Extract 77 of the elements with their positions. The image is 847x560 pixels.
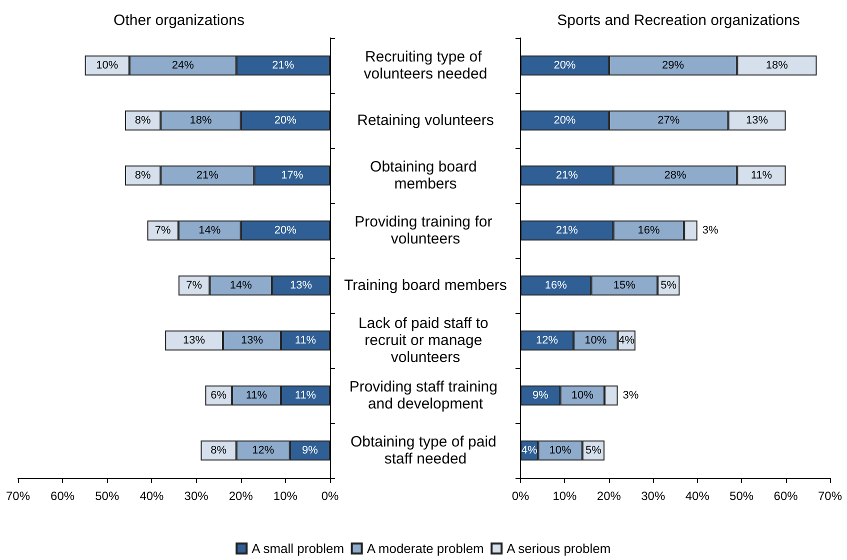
x-tick-label: 60% xyxy=(774,489,798,503)
data-label: 13% xyxy=(746,114,768,126)
chart-title: Sports and Recreation organizations xyxy=(557,12,800,29)
y-tick-label: Obtaining type of paid staff needed xyxy=(350,434,501,468)
data-label: 20% xyxy=(554,60,576,72)
x-tick-label: 30% xyxy=(184,489,209,503)
data-label: 18% xyxy=(190,114,212,126)
data-label: 21% xyxy=(556,224,578,236)
y-tick-label: Providing staff training and development xyxy=(349,378,502,412)
data-label: 9% xyxy=(532,390,549,402)
y-tick-label: Recruiting type of volunteers needed xyxy=(364,48,488,82)
x-tick-label: 70% xyxy=(6,489,30,503)
legend-label: A moderate problem xyxy=(366,541,484,556)
x-tick-label: 70% xyxy=(818,489,842,503)
data-label: 8% xyxy=(134,170,151,182)
data-label: 13% xyxy=(240,334,264,346)
data-label: 10% xyxy=(96,60,118,72)
y-tick-label: Lack of paid staff to recruit or manage volunteers xyxy=(358,315,492,366)
x-tick-label: 60% xyxy=(50,489,75,503)
data-label: 10% xyxy=(584,334,607,346)
y-tick-label: Training board members xyxy=(344,277,507,294)
data-label: 5% xyxy=(586,444,602,456)
data-label: 28% xyxy=(664,170,686,182)
data-label: 21% xyxy=(272,60,294,72)
legend-label: A serious problem xyxy=(506,541,611,556)
x-tick-label: 30% xyxy=(641,489,666,503)
data-label: 13% xyxy=(290,280,312,292)
x-tick-label: 50% xyxy=(95,489,120,503)
y-tick-label: Obtaining board members xyxy=(370,158,481,192)
data-label: 7% xyxy=(186,280,202,292)
x-tick-label: 10% xyxy=(273,489,298,503)
data-label: 10% xyxy=(549,444,572,456)
data-label: 17% xyxy=(281,170,304,182)
data-label: 15% xyxy=(613,280,636,292)
data-label: 24% xyxy=(172,60,194,72)
data-label: 20% xyxy=(554,114,576,126)
chart-title: Other organizations xyxy=(114,12,244,29)
data-label: 16% xyxy=(544,280,568,292)
y-tick-label: Retaining volunteers xyxy=(357,112,494,129)
data-label: 9% xyxy=(302,444,318,456)
data-label: 13% xyxy=(183,334,206,346)
data-label: 20% xyxy=(274,114,297,126)
x-tick-label: 10% xyxy=(552,489,578,503)
data-label: 21% xyxy=(196,170,219,182)
data-label: 18% xyxy=(766,60,788,72)
x-tick-label: 0% xyxy=(512,489,530,503)
data-label: 20% xyxy=(274,224,297,236)
legend-label: A small problem xyxy=(252,541,344,556)
data-label: 5% xyxy=(660,280,677,292)
data-label: 10% xyxy=(571,390,594,402)
data-label: 3% xyxy=(622,390,639,402)
data-label: 14% xyxy=(230,280,252,292)
x-tick-label: 20% xyxy=(228,489,254,503)
x-tick-label: 50% xyxy=(730,489,754,503)
data-label: 6% xyxy=(210,390,227,402)
data-label: 12% xyxy=(252,444,274,456)
data-label: 14% xyxy=(198,224,221,236)
data-label: 29% xyxy=(662,60,684,72)
data-label: 4% xyxy=(521,444,538,456)
data-label: 27% xyxy=(658,114,680,126)
data-label: 11% xyxy=(294,390,316,402)
x-tick-label: 20% xyxy=(596,489,622,503)
x-tick-label: 0% xyxy=(321,489,339,503)
data-label: 8% xyxy=(210,444,227,456)
data-label: 11% xyxy=(750,170,772,182)
x-tick-label: 40% xyxy=(685,489,710,503)
data-label: 3% xyxy=(702,224,718,236)
data-label: 12% xyxy=(536,334,558,346)
data-label: 11% xyxy=(246,390,268,402)
data-label: 16% xyxy=(638,224,660,236)
x-tick-label: 40% xyxy=(140,489,164,503)
data-label: 21% xyxy=(556,170,578,182)
data-label: 7% xyxy=(154,224,172,236)
data-label: 4% xyxy=(618,334,635,346)
data-label: 8% xyxy=(134,114,151,126)
data-label: 11% xyxy=(294,334,316,346)
y-tick-label: Providing training for volunteers xyxy=(354,214,496,248)
